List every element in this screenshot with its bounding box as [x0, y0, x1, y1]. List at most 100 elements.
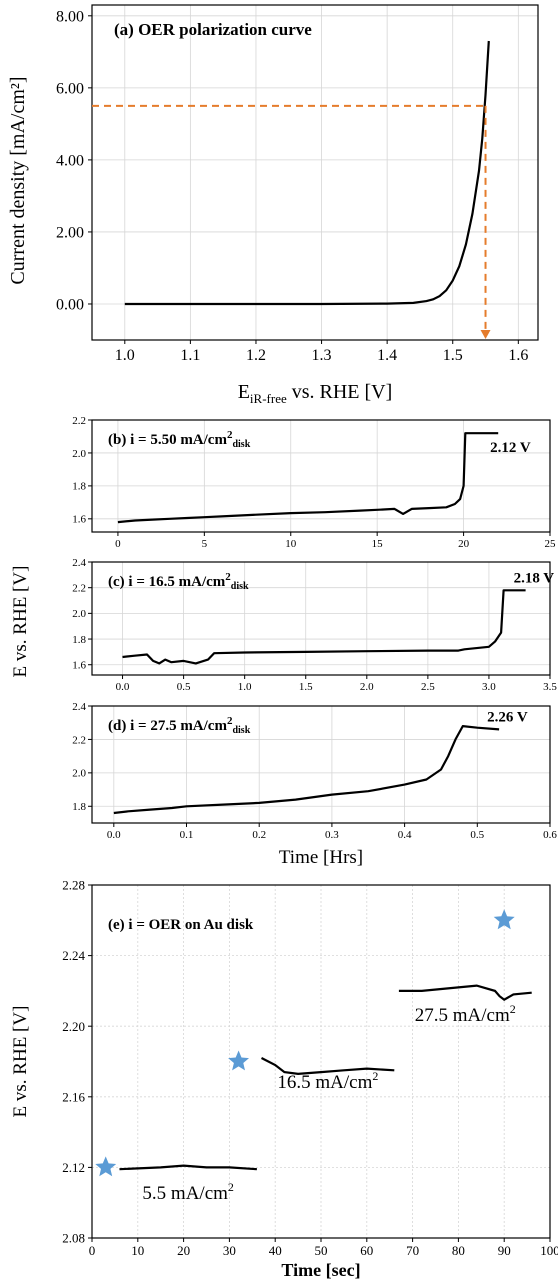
panel-a-xtick-label-5: 1.5: [443, 347, 463, 364]
panel-a-xtick-label-6: 1.6: [508, 347, 528, 364]
panel-d-title: (d) i = 27.5 mA/cm2disk: [108, 715, 251, 736]
panel-e-segment-label-sup-2: 2: [510, 1002, 516, 1016]
panel-c-title-i: i: [128, 574, 132, 590]
panel-d-title-pre: (d): [108, 718, 130, 734]
panel-a-title: (a) OER polarization curve: [114, 20, 312, 39]
panel-a-ytick-label-2: 4.00: [56, 152, 84, 169]
panel-c-xtick-label-6: 3.0: [482, 681, 496, 693]
panel-e-ytick-label-2: 2.16: [62, 1089, 85, 1104]
panel-d-xtick-label-2: 0.2: [252, 829, 266, 841]
panel-e-xtick-label-3: 30: [223, 1243, 236, 1258]
panel-b-annotation: 2.12 V: [490, 440, 531, 456]
panel-a-xlabel-rest: vs. RHE [V]: [287, 381, 393, 403]
panel-a-ytick-label-4: 8.00: [56, 8, 84, 25]
panel-a-frame: [91, 4, 539, 341]
panel-c-xtick-label-2: 1.0: [238, 681, 252, 693]
panel-e-xtick-label-0: 0: [89, 1243, 96, 1258]
panel-d-title-sub: disk: [232, 725, 250, 736]
panel-e-xtick-label-1: 10: [131, 1243, 144, 1258]
panel-e-segment-0: [119, 1164, 257, 1171]
panel-b-ytick-label-0: 1.6: [72, 514, 86, 526]
panel-c-xtick-label-4: 2.0: [360, 681, 374, 693]
panel-e-ytick-label-1: 2.12: [62, 1160, 85, 1175]
panel-d-title-mid: = 27.5 mA/cm: [134, 718, 227, 734]
panel-e-ylabel: E vs. RHE [V]: [10, 1006, 31, 1118]
panel-e-segment-label-1: 16.5 mA/cm2: [277, 1069, 378, 1093]
panel-d-ytick-label-0: 1.8: [72, 801, 86, 813]
panel-d-xlabel: Time [Hrs]: [279, 847, 363, 868]
panel-d-xtick-label-0: 0.0: [107, 829, 121, 841]
panel-d-xtick-label-5: 0.5: [470, 829, 484, 841]
panel-a-xtick-label-4: 1.4: [377, 347, 397, 364]
panel-a-ytick-label-0: 0.00: [56, 297, 84, 314]
panel-c-axes: 0.0 0.5 1.0 1.5 2.0 2.5 3.0 3.5 1.6 1.8 2.0 2.2 2.4: [72, 557, 557, 693]
panel-e-xtick-label-6: 60: [360, 1243, 373, 1258]
panel-a-ytick-label-3: 6.00: [56, 80, 84, 97]
panel-d-xtick-label-3: 0.3: [325, 829, 339, 841]
panel-e-segment-label-0: 5.5 mA/cm2: [142, 1180, 234, 1204]
panel-d-title-sup: 2: [227, 715, 233, 727]
panel-a-xtick-label-3: 1.3: [312, 347, 332, 364]
panel-e-segment-label-base-0: 5.5 mA/cm: [142, 1183, 228, 1204]
panel-a-marker-arrowhead: [480, 330, 491, 339]
panel-e-segment-label-base-2: 27.5 mA/cm: [415, 1005, 510, 1026]
panel-e-xtick-label-4: 40: [269, 1243, 282, 1258]
panel-e-segment-2: [398, 984, 532, 1002]
panel-d-annotation: 2.26 V: [487, 709, 528, 725]
panel-e-xtick-label-10: 100: [540, 1243, 558, 1258]
panel-d-xtick-label-6: 0.6: [543, 829, 557, 841]
panel-bcd-ylabel: E vs. RHE [V]: [10, 566, 31, 678]
panel-a-xtick-label-2: 1.2: [246, 347, 266, 364]
panel-c-title-sub: disk: [231, 581, 249, 592]
panel-b-title-mid: = 5.50 mA/cm: [134, 432, 227, 448]
panel-a-xlabel-sub: iR-free: [250, 391, 287, 406]
panel-e-xlabel: Time [sec]: [281, 1260, 360, 1280]
panel-d-ytick-label-3: 2.4: [72, 701, 86, 713]
panel-e-segment-label-sup-0: 2: [228, 1180, 234, 1194]
panel-c-title: (c) i = 16.5 mA/cm2disk: [108, 571, 249, 592]
panel-c-xtick-label-5: 2.5: [421, 681, 435, 693]
panel-e-segment-label-sup-1: 2: [372, 1069, 378, 1083]
panel-b-axes: 0 5 10 15 20 25 1.6 1.8 2.0 2.2: [72, 415, 556, 550]
panel-d-title-i: i: [130, 718, 134, 734]
panel-e-xtick-label-2: 20: [177, 1243, 190, 1258]
panel-e-star-0: [95, 1156, 117, 1177]
panel-c-xtick-label-7: 3.5: [543, 681, 557, 693]
panel-a-xlabel: EiR-free vs. RHE [V]: [238, 381, 393, 406]
panel-c-title-pre: (c): [108, 574, 128, 590]
panel-e-segment-label-base-1: 16.5 mA/cm: [277, 1072, 372, 1093]
panel-b-title-sup: 2: [227, 429, 233, 441]
panel-b-xtick-label-0: 0: [115, 538, 121, 550]
panel-d-xtick-label-1: 0.1: [180, 829, 194, 841]
panel-b-xtick-label-3: 15: [372, 538, 384, 550]
panel-b-ytick-label-2: 2.0: [72, 448, 86, 460]
panel-e-xtick-label-9: 90: [498, 1243, 511, 1258]
panel-e-star-1: [228, 1050, 249, 1071]
panel-c-annotation: 2.18 V: [514, 570, 555, 586]
panel-a-series-line: [124, 40, 490, 306]
panel-a-ytick-label-1: 2.00: [56, 225, 84, 242]
panel-d-xtick-label-4: 0.4: [398, 829, 412, 841]
panel-d-ytick-label-2: 2.2: [72, 734, 86, 746]
panel-a-axes: 1.0 1.1 1.2 1.3 1.4 1.5 1.6 0.00 2.00 4.00 6.00 8.0…: [56, 4, 539, 364]
panel-a-xtick-label-1: 1.1: [180, 347, 200, 364]
panel-e-xtick-label-7: 70: [406, 1243, 419, 1258]
panel-e-segment-1: [260, 1057, 395, 1076]
panel-e-title: (e) i = OER on Au disk: [108, 917, 254, 933]
panel-c-ytick-label-0: 1.6: [72, 660, 86, 672]
panel-c-frame: [91, 561, 551, 676]
panel-d-series-line: [113, 725, 500, 815]
panel-c-ytick-label-2: 2.0: [72, 608, 86, 620]
panel-b-xtick-label-1: 5: [202, 538, 208, 550]
panel-e-segment-label-2: 27.5 mA/cm2: [415, 1002, 516, 1026]
panel-a-xlabel-main: E: [238, 381, 250, 403]
panel-c-ytick-label-3: 2.2: [72, 583, 86, 595]
panel-e-xtick-label-8: 80: [452, 1243, 465, 1258]
panel-b-title-i: i: [130, 432, 134, 448]
panel-a-ylabel: Current density [mA/cm²]: [7, 76, 29, 284]
panel-c-ytick-label-1: 1.8: [72, 634, 86, 646]
panel-c-xtick-label-0: 0.0: [116, 681, 130, 693]
panel-e-star-2: [493, 909, 515, 930]
